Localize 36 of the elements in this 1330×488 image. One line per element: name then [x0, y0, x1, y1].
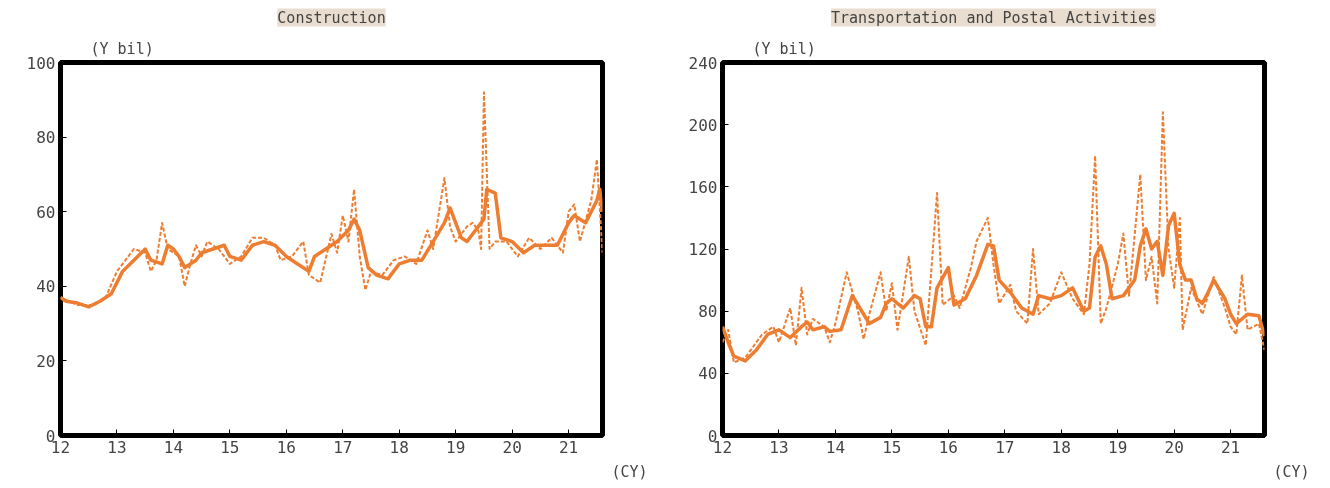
y-tick-label: 60 — [36, 202, 56, 222]
y-tick-label: 200 — [688, 115, 718, 135]
x-tick-label: 15 — [882, 437, 902, 457]
x-tick-label: 18 — [389, 437, 409, 457]
x-tick-label: 21 — [558, 437, 579, 457]
x-tick-label: 17 — [995, 437, 1015, 457]
x-tick-label: 13 — [107, 437, 127, 457]
y-axis-title: (Y bil) — [90, 39, 154, 58]
x-tick-label: 14 — [825, 437, 846, 457]
y-tick-label: 160 — [688, 177, 718, 197]
x-tick-label: 20 — [1164, 437, 1184, 457]
y-tick-label: 240 — [688, 53, 718, 73]
line-series — [722, 111, 1265, 364]
x-tick-label: 16 — [938, 437, 958, 457]
x-tick-label: 20 — [502, 437, 522, 457]
x-axis-title: (CY) — [1273, 462, 1310, 481]
chart-title: Construction — [277, 8, 386, 27]
y-tick-label: 80 — [36, 128, 56, 148]
x-tick-label: 19 — [1108, 437, 1128, 457]
x-tick-label: 18 — [1051, 437, 1071, 457]
x-tick-label: 15 — [220, 437, 240, 457]
y-tick-label: 20 — [36, 351, 56, 371]
x-axis-title: (CY) — [611, 462, 648, 481]
chart-title: Transportation and Postal Activities — [830, 8, 1157, 27]
y-tick-label: 100 — [26, 53, 56, 73]
y-tick-label: 80 — [698, 302, 718, 322]
x-tick-label: 19 — [446, 437, 466, 457]
x-tick-label: 13 — [769, 437, 789, 457]
x-tick-label: 21 — [1220, 437, 1241, 457]
y-tick-label: 40 — [36, 277, 56, 297]
y-tick-label: 40 — [698, 364, 718, 384]
y-axis-title: (Y bil) — [752, 39, 816, 58]
x-tick-label: 16 — [276, 437, 296, 457]
x-tick-label: 14 — [163, 437, 184, 457]
x-tick-label: 17 — [333, 437, 353, 457]
y-tick-label: 120 — [688, 240, 718, 259]
